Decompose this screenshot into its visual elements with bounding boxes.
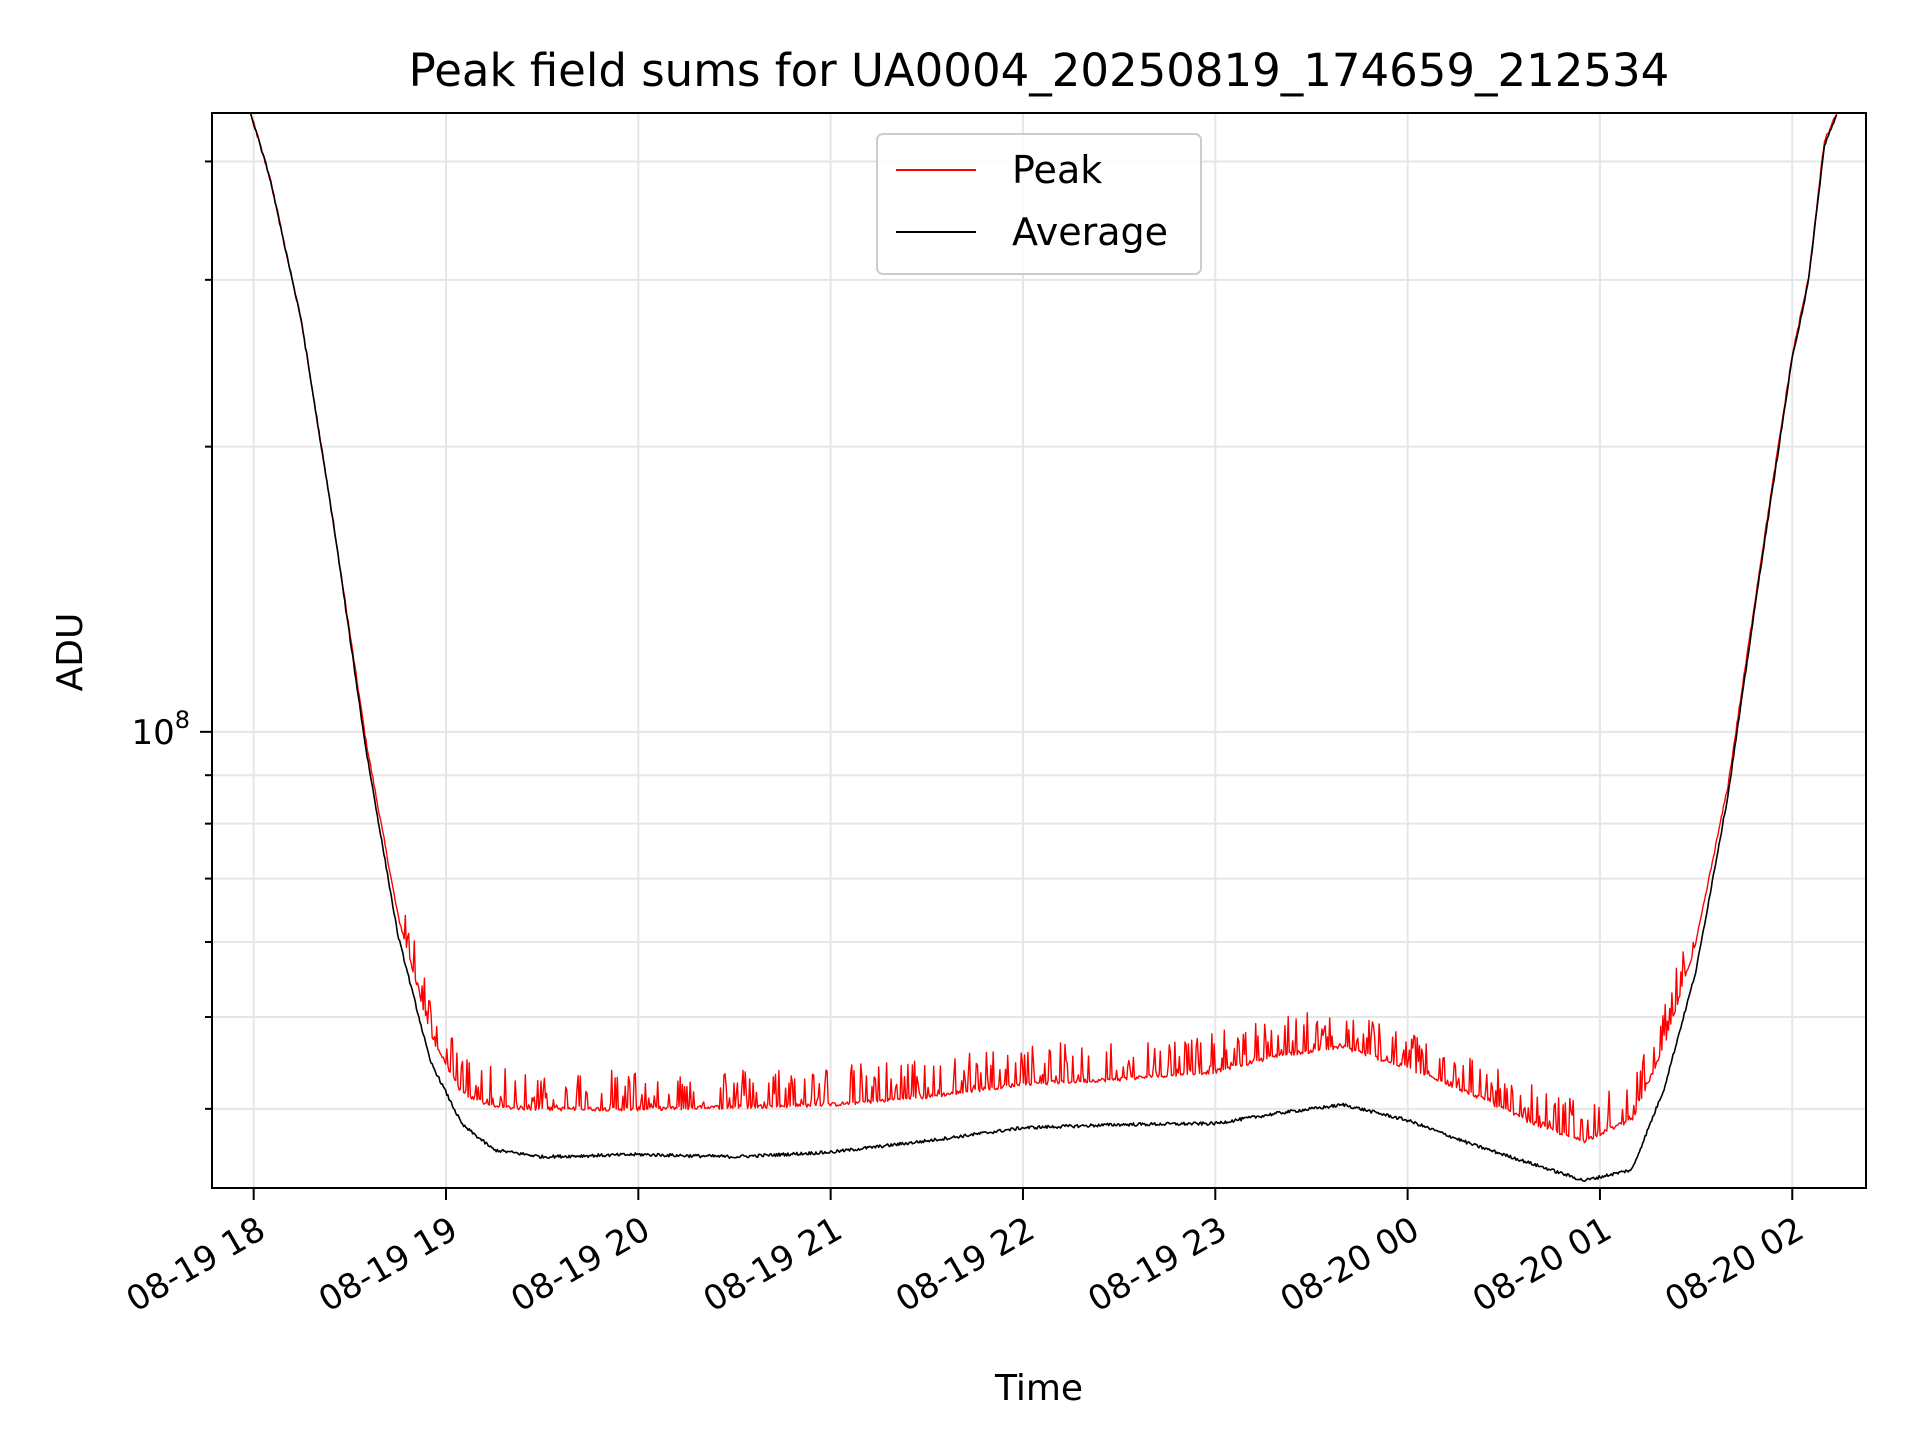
plot-frame	[211, 112, 1867, 1189]
x-axis-label: Time	[994, 1368, 1083, 1409]
y-tick-label-exponent: 8	[175, 706, 190, 734]
chart-title: Peak field sums for UA0004_20250819_1746…	[409, 44, 1670, 97]
series-lines	[249, 112, 1838, 1183]
y-tick-label-base: 10	[131, 713, 174, 753]
series-line-average	[249, 112, 1838, 1183]
legend-label-average: Average	[1012, 210, 1168, 254]
plot-area	[212, 113, 1866, 1188]
grid	[212, 113, 1866, 1188]
y-axis-ticks: 108	[131, 160, 212, 1110]
legend: Peak Average	[876, 133, 1202, 275]
legend-label-peak: Peak	[1012, 148, 1102, 192]
y-axis-label: ADU	[50, 613, 91, 692]
y-tick-label: 108	[131, 706, 190, 753]
series-line-peak	[249, 112, 1838, 1144]
